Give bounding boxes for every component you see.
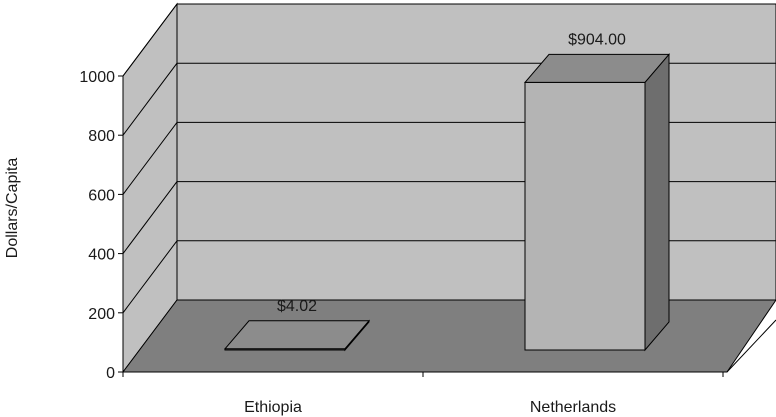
data-label-ethiopia: $4.02 [277, 298, 317, 315]
x-tick-label-netherlands: Netherlands [530, 399, 616, 416]
gridline-side [122, 62, 178, 136]
floor [122, 299, 776, 373]
bar-ethiopia-top [223, 320, 371, 350]
y-tick-label: 600 [88, 187, 115, 204]
gridline-side [122, 122, 178, 195]
gridlines [122, 3, 776, 314]
axes [118, 75, 727, 377]
y-tick-label: 800 [88, 128, 115, 145]
bar-netherlands-top [523, 53, 671, 83]
bar-netherlands-front [524, 81, 646, 351]
gridline-side [122, 3, 178, 77]
floor-edge [726, 319, 776, 373]
bar-netherlands-side [644, 53, 670, 352]
gridline-side [122, 240, 178, 314]
bars [223, 53, 671, 352]
x-tick-label-ethiopia: Ethiopia [244, 399, 302, 416]
back-wall [176, 3, 776, 301]
data-label-netherlands: $904.00 [568, 31, 626, 48]
y-axis-title: Dollars/Capita [4, 158, 21, 259]
chart-walls [122, 2, 776, 374]
y-tick-label: 1000 [79, 69, 115, 86]
y-tick-label: 0 [106, 365, 115, 382]
y-tick-label: 400 [88, 247, 115, 264]
bar-ethiopia-side [344, 319, 370, 352]
labels: 0 200 400 600 800 1000 $4.02 Ethiopia $904.00 Net… [79, 31, 626, 416]
gridline-side [122, 181, 178, 254]
y-tick-label: 200 [88, 306, 115, 323]
